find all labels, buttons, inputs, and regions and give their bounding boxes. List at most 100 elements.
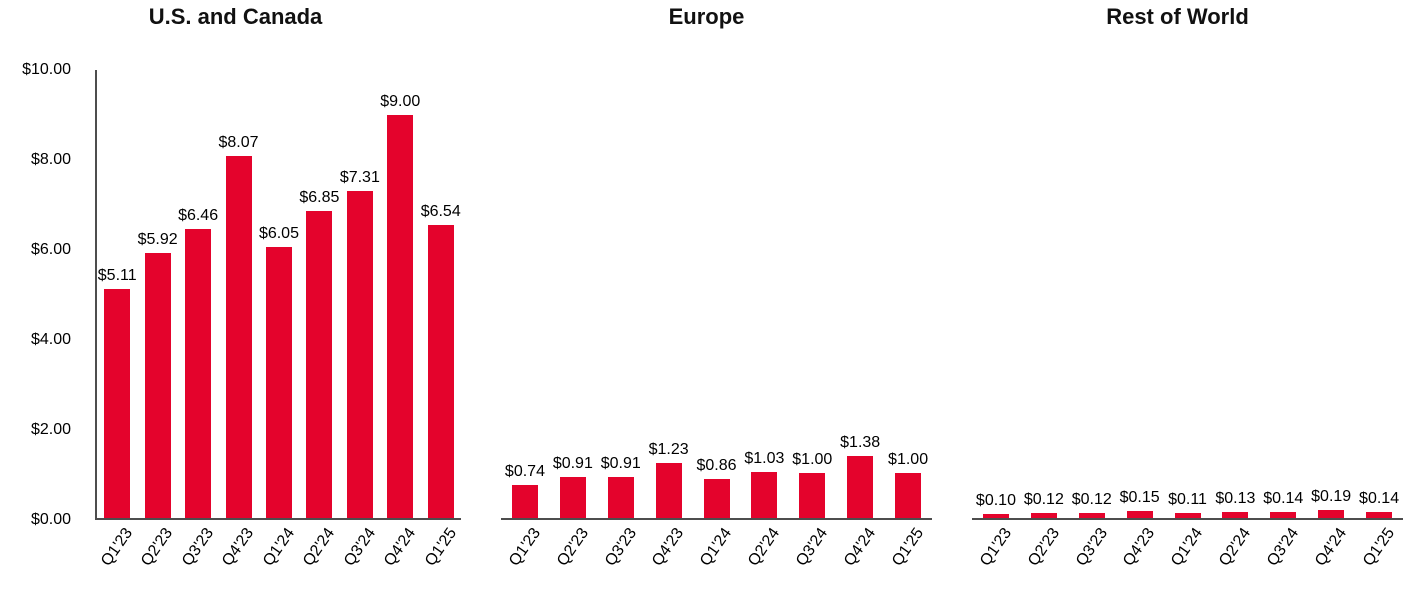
bar-slot: $0.10 [972, 70, 1020, 518]
x-axis-labels: Q1'23 Q2'23 Q3'23 Q4'23 Q1'24 Q2'24 Q3'24 Q4'24… [97, 518, 461, 592]
y-axis-tick-label: $8.00 [30, 151, 71, 168]
bar [799, 473, 826, 518]
bar-value-label: $0.11 [1168, 491, 1207, 509]
bar [225, 156, 252, 518]
bar-value-label: $1.23 [648, 440, 689, 458]
x-axis-label: Q4'23 [649, 525, 688, 570]
plot-area: $0.74 $0.91 $0.91 $1.23 $0.86 $1.03 $1.00 $1.38… [501, 70, 932, 569]
x-axis-label: Q4'23 [1120, 525, 1159, 570]
bar-value-label: $6.05 [258, 224, 299, 242]
x-axis-label: Q1'25 [1359, 525, 1398, 570]
chart-title: Rest of World [1106, 4, 1249, 29]
y-axis-tick-label: $0.00 [30, 511, 71, 528]
bar-slot: $1.00 [884, 70, 932, 518]
x-axis-label: Q4'24 [381, 525, 420, 570]
bar [559, 477, 586, 518]
bar [306, 211, 333, 518]
bar-slot: $6.85 [299, 70, 339, 518]
x-axis-label: Q1'23 [98, 525, 137, 570]
bar-slot: $0.74 [501, 70, 549, 518]
bar [751, 471, 778, 518]
bar-value-label: $0.19 [1311, 487, 1352, 505]
bar [1318, 509, 1345, 518]
x-axis-label: Q2'23 [553, 525, 592, 570]
bar-slot: $0.86 [693, 70, 741, 518]
bar-slot: $0.14 [1355, 70, 1403, 518]
bar-value-label: $0.74 [504, 462, 545, 480]
bar-slot: $0.14 [1259, 70, 1307, 518]
bar [511, 484, 538, 518]
x-axis-label: Q2'23 [1024, 525, 1063, 570]
bar-slot: $6.46 [178, 70, 218, 518]
bar [185, 228, 212, 518]
bars: $0.10 $0.12 $0.12 $0.15 $0.11 $0.13 $0.14 $0.19… [972, 70, 1403, 518]
x-axis-label: Q1'25 [888, 525, 927, 570]
bar [387, 114, 414, 518]
bars: $5.11 $5.92 $6.46 $8.07 $6.05 $6.85 $7.31 $9.00… [97, 70, 461, 518]
bar [265, 246, 292, 518]
bar [1222, 512, 1249, 518]
x-axis-label: Q1'24 [1168, 525, 1207, 570]
x-axis-label: Q2'24 [300, 525, 339, 570]
bar-value-label: $0.15 [1119, 489, 1160, 507]
x-axis-label: Q4'23 [219, 525, 258, 570]
bar [104, 289, 131, 518]
bar [1030, 512, 1057, 518]
chart-title: U.S. and Canada [148, 4, 323, 29]
x-axis-label: Q2'24 [1216, 525, 1255, 570]
bar-slot: $0.19 [1307, 70, 1355, 518]
plot-area: $0.10 $0.12 $0.12 $0.15 $0.11 $0.13 $0.14 $0.19… [972, 70, 1403, 569]
x-axis-label: Q1'25 [421, 525, 460, 570]
bar [427, 225, 454, 518]
bar-slot: $0.12 [1068, 70, 1116, 518]
bar-value-label: $1.38 [840, 434, 881, 452]
bar-slot: $1.03 [740, 70, 788, 518]
x-axis-label: Q3'23 [1072, 525, 1111, 570]
bar [982, 513, 1009, 518]
bar [703, 479, 730, 518]
x-axis-label: Q1'23 [505, 525, 544, 570]
bar-slot: $0.11 [1164, 70, 1212, 518]
bar-value-label: $7.31 [339, 168, 380, 186]
bar-value-label: $9.00 [380, 92, 421, 110]
x-axis-labels: Q1'23 Q2'23 Q3'23 Q4'23 Q1'24 Q2'24 Q3'24 Q4'24… [972, 518, 1403, 592]
bar-value-label: $0.13 [1215, 490, 1256, 508]
bar-slot: $1.00 [788, 70, 836, 518]
bar-value-label: $1.00 [888, 451, 929, 469]
bar [895, 473, 922, 518]
bar [655, 462, 682, 518]
bar-value-label: $1.03 [744, 449, 785, 467]
bar-value-label: $0.91 [552, 455, 593, 473]
bar-slot: $5.11 [97, 70, 137, 518]
bar-slot: $6.05 [259, 70, 299, 518]
x-axis-label: Q3'24 [1264, 525, 1303, 570]
x-axis-label: Q2'23 [138, 525, 177, 570]
bar [847, 456, 874, 518]
bar [1366, 511, 1393, 518]
bar-value-label: $0.12 [1071, 490, 1112, 508]
bar [144, 252, 171, 518]
bar-slot: $0.91 [549, 70, 597, 518]
bar [1078, 512, 1105, 518]
bar-slot: $0.15 [1116, 70, 1164, 518]
bar-slot: $0.12 [1020, 70, 1068, 518]
x-axis-label: Q1'24 [259, 525, 298, 570]
y-axis-tick-label: $10.00 [22, 61, 71, 78]
bar-value-label: $5.92 [137, 230, 178, 248]
x-axis-label: Q1'24 [697, 525, 736, 570]
chart-title: Europe [668, 4, 745, 29]
chart-panel-rest-of-world: Rest of World $0.10 $0.12 $0.12 $0.15 $0.11 $… [942, 0, 1413, 595]
bar-value-label: $0.91 [600, 455, 641, 473]
y-axis-tick-label: $6.00 [30, 241, 71, 258]
bar [1174, 513, 1201, 518]
x-axis-label: Q3'23 [601, 525, 640, 570]
bar [346, 190, 373, 518]
x-axis-label: Q4'24 [1311, 525, 1351, 570]
x-axis-labels: Q1'23 Q2'23 Q3'23 Q4'23 Q1'24 Q2'24 Q3'24 Q4'24… [501, 518, 932, 592]
bar-slot: $5.92 [137, 70, 178, 518]
bar-value-label: $0.86 [696, 457, 737, 475]
bar [1126, 511, 1153, 518]
bar-value-label: $6.85 [299, 189, 340, 207]
y-axis-tick-label: $2.00 [30, 421, 71, 438]
